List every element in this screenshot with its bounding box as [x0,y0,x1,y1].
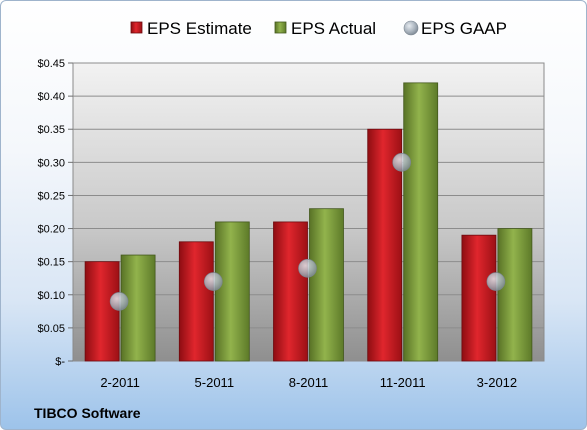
marker-eps-gaap [486,272,506,291]
x-category-label: 3-2012 [477,375,517,390]
legend-label: EPS Estimate [147,19,252,38]
bar-eps-actual [403,82,439,362]
bars [84,82,533,362]
x-category-label: 2-2011 [100,375,140,390]
bar-eps-estimate [273,221,308,362]
bar-eps-estimate [84,261,120,362]
marker-eps-gaap [392,153,412,172]
y-axis-ticks: $- $0.05 $0.10 $0.15 $0.20 $0.25 $0.30 $0.35 $0.… [37,58,73,368]
marker-eps-gaap [109,292,129,311]
y-tick-label: $- [55,356,65,368]
company-name: TIBCO Software [34,405,141,421]
marker-eps-gaap [204,272,223,291]
y-tick-label: $0.30 [37,157,65,169]
gaap-markers [109,153,506,311]
legend: EPS Estimate EPS Actual EPS GAAP [130,19,507,38]
y-tick-label: $0.35 [37,124,65,136]
legend-swatch [403,20,419,36]
y-tick-label: $0.25 [37,190,65,202]
legend-label: EPS Actual [291,19,376,38]
bar-eps-estimate [461,234,497,362]
legend-swatch [130,21,143,34]
y-tick-label: $0.20 [37,224,65,236]
y-tick-label: $0.15 [37,257,65,269]
x-category-label: 5-2011 [195,375,235,390]
y-tick-label: $0.10 [37,290,65,302]
bar-eps-actual [214,221,250,362]
x-category-label: 8-2011 [289,375,329,390]
y-tick-label: $0.05 [37,323,65,335]
bar-eps-estimate [178,241,214,362]
marker-eps-gaap [298,258,317,278]
legend-swatch [274,21,287,34]
bar-eps-actual [497,228,533,362]
x-axis-labels: 2-2011 5-2011 8-2011 11-2011 3-2012 [100,375,517,390]
legend-label: EPS GAAP [421,19,507,38]
x-category-label: 11-2011 [380,375,426,390]
bar-eps-actual [309,208,344,362]
bar-eps-actual [120,254,156,362]
y-tick-label: $0.40 [37,91,65,103]
y-tick-label: $0.45 [37,58,65,70]
